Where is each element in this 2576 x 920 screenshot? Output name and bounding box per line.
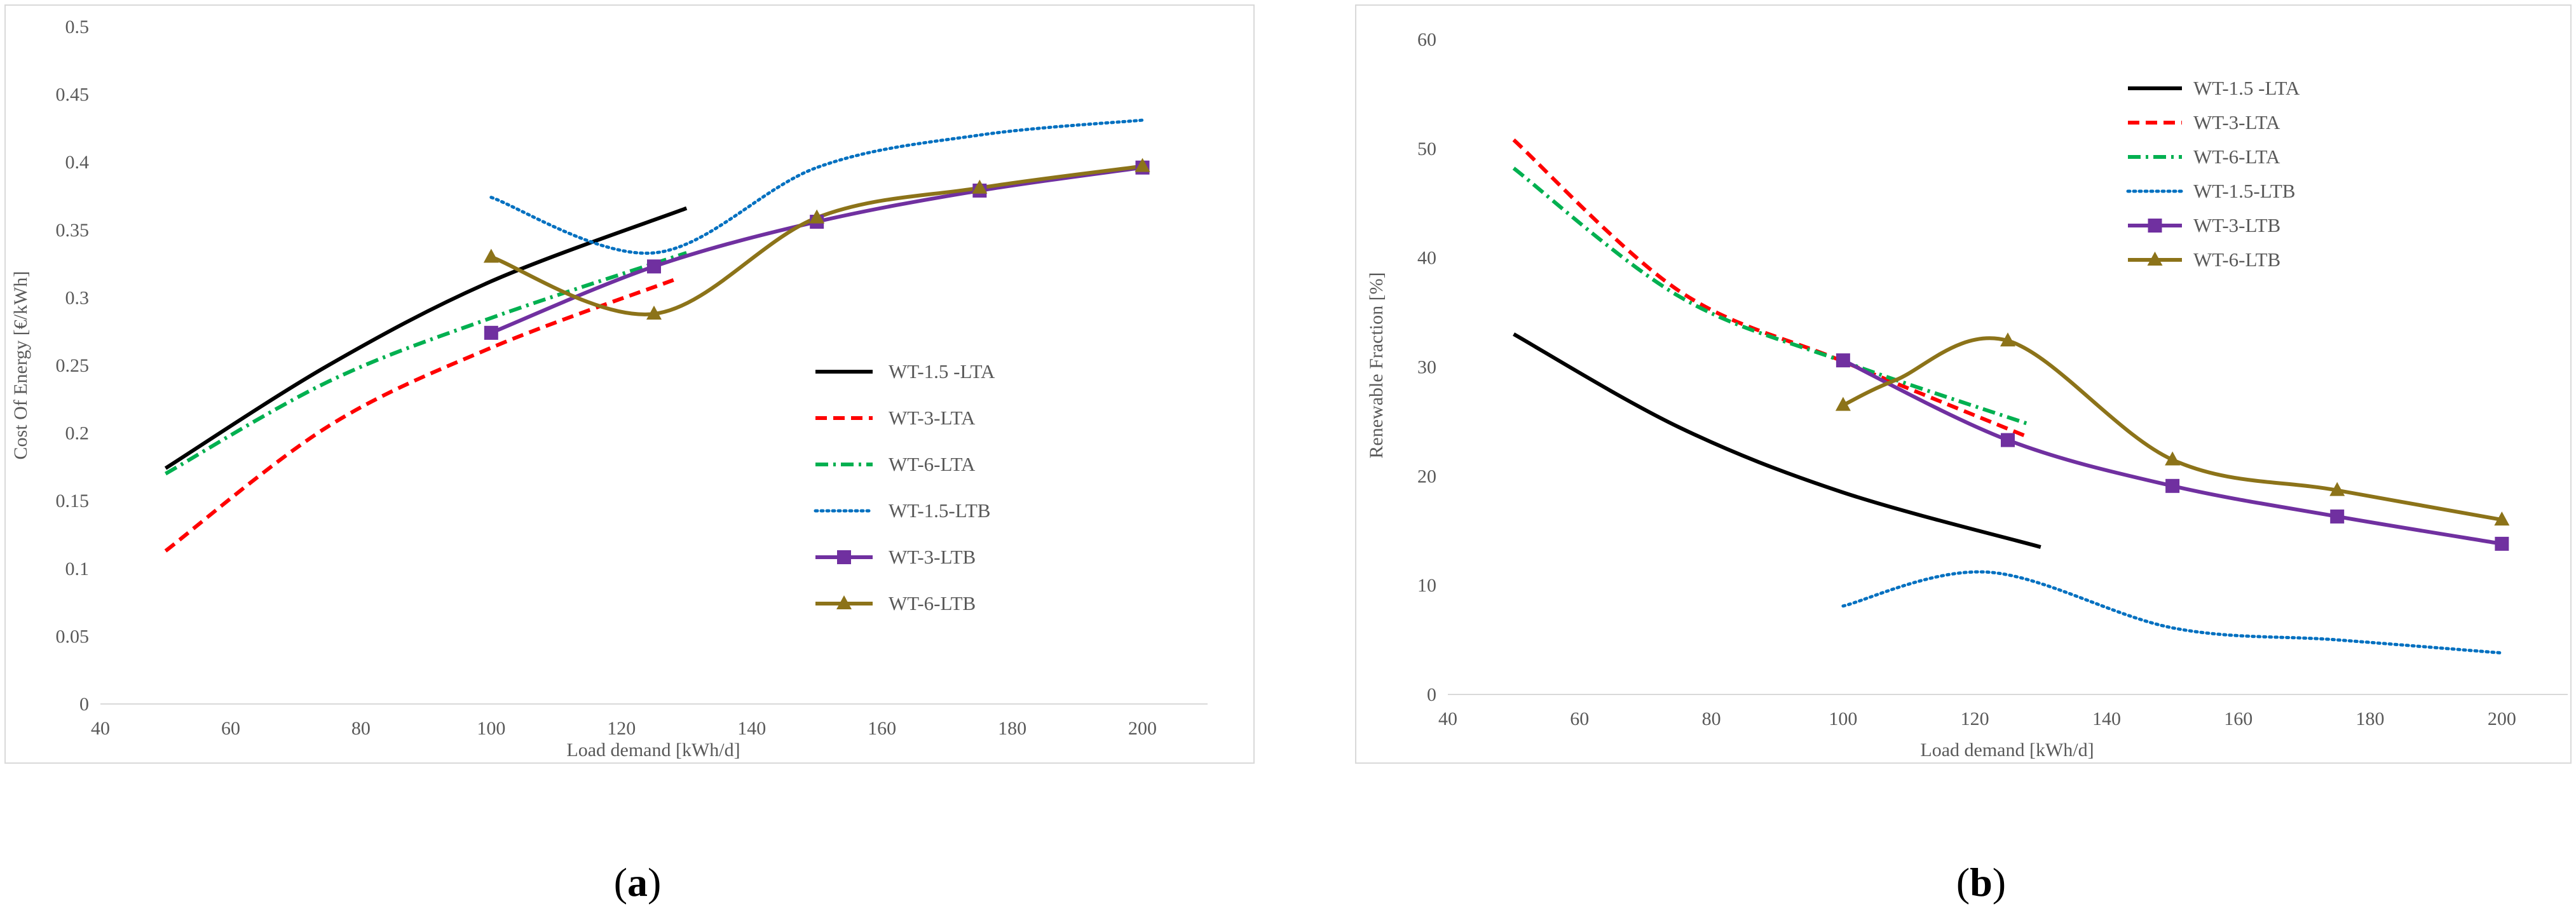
series-line-wt-6-lta — [165, 251, 688, 476]
y-tick-label: 0 — [1427, 684, 1436, 705]
data-point-triangle — [972, 179, 988, 194]
legend-marker — [837, 550, 851, 564]
y-tick-label: 0.35 — [56, 220, 90, 241]
y-tick-label: 0.5 — [65, 17, 90, 37]
legend-label: WT-6-LTB — [2193, 248, 2280, 271]
legend-marker — [2147, 252, 2163, 266]
legend-label: WT-3-LTB — [889, 546, 976, 568]
y-tick-label: 0.05 — [56, 626, 90, 647]
y-tick-label: 0.1 — [65, 558, 90, 579]
y-tick-label: 0.2 — [65, 423, 90, 444]
legend-label: WT-6-LTB — [889, 592, 976, 614]
data-point-square — [647, 259, 661, 274]
legend-label: WT-3-LTA — [2193, 111, 2280, 133]
x-tick-label: 40 — [1438, 708, 1457, 729]
data-point-triangle — [2494, 511, 2510, 526]
data-point-triangle — [1835, 396, 1851, 411]
data-point-triangle — [2165, 451, 2181, 466]
x-tick-label: 60 — [1570, 708, 1589, 729]
legend-label: WT-1.5-LTB — [2193, 180, 2295, 202]
y-axis-title: Cost Of Energy [€/kWh] — [10, 271, 31, 460]
x-tick-label: 140 — [2092, 708, 2121, 729]
chart-frame — [4, 4, 1255, 764]
legend-label: WT-1.5 -LTA — [2193, 77, 2300, 99]
y-tick-label: 30 — [1417, 357, 1436, 378]
legend: WT-1.5 -LTA WT-3-LTA WT-6-LTA WT-1.5-LTB WT-… — [2126, 77, 2300, 271]
legend-label: WT-1.5-LTB — [889, 499, 990, 522]
legend-marker — [2148, 219, 2162, 233]
legend-label: WT-3-LTB — [2193, 214, 2280, 236]
legend-label: WT-1.5 -LTA — [889, 360, 995, 382]
legend-label: WT-3-LTA — [889, 407, 976, 429]
x-tick-label: 60 — [221, 718, 240, 739]
y-tick-label: 0.3 — [65, 287, 90, 308]
series-line-wt-6-ltb — [1842, 336, 2502, 522]
data-point-triangle — [2000, 332, 2015, 347]
y-tick-label: 0.25 — [56, 355, 90, 376]
y-tick-label: 0.15 — [56, 490, 90, 511]
data-point-triangle — [483, 248, 499, 263]
x-tick-label: 40 — [91, 718, 110, 739]
x-axis-title: Load demand [kWh/d] — [566, 740, 740, 761]
y-tick-label: 0.45 — [56, 85, 90, 105]
series-line-wt-1-5-ltb — [489, 118, 1144, 255]
y-tick-label: 10 — [1417, 575, 1436, 596]
x-tick-label: 200 — [2488, 708, 2516, 729]
x-tick-label: 80 — [351, 718, 371, 739]
series-line-wt-3-lta — [1512, 138, 2029, 439]
legend-label: WT-6-LTA — [889, 453, 976, 475]
legend: WT-1.5 -LTA WT-3-LTA WT-6-LTA WT-1.5-LTB WT-… — [814, 360, 995, 614]
x-tick-label: 80 — [1702, 708, 1721, 729]
chart-frame — [1355, 4, 2572, 764]
data-point-triangle — [646, 305, 662, 320]
data-point-square — [1836, 353, 1850, 368]
data-point-triangle — [809, 209, 825, 224]
series-line-wt-3-ltb — [490, 165, 1143, 335]
x-tick-label: 140 — [737, 718, 766, 739]
y-tick-label: 40 — [1417, 248, 1436, 269]
x-tick-label: 120 — [1961, 708, 1989, 729]
data-point-square — [2165, 478, 2180, 493]
panel-label: (a) — [614, 860, 662, 905]
data-point-triangle — [1135, 158, 1150, 172]
y-axis-title: Renewable Fraction [%] — [1366, 272, 1387, 458]
series-line-wt-1-5-ltb — [1841, 570, 2504, 655]
data-point-square — [2001, 433, 2015, 447]
x-tick-label: 160 — [2224, 708, 2252, 729]
series-line-wt-1-5-lta — [1513, 332, 2041, 549]
series-line-wt-1-5-lta — [164, 206, 688, 470]
y-tick-label: 50 — [1417, 139, 1436, 159]
x-tick-label: 200 — [1128, 718, 1157, 739]
series-line-wt-3-lta — [164, 278, 674, 553]
data-point-square — [484, 325, 498, 340]
x-tick-label: 180 — [2356, 708, 2385, 729]
chart-panel-1: 0 0.05 0.1 0.15 0.2 0.25 0.3 0.35 0.4 0.45 0.5 40 60… — [4, 4, 1255, 905]
chart-panel-2: 0 10 20 30 40 50 60 40 60 80 100 120 140 160 180 200 Loa… — [1355, 4, 2572, 905]
y-tick-label: 0 — [79, 694, 89, 715]
x-tick-label: 160 — [868, 718, 896, 739]
data-point-square — [2330, 509, 2345, 524]
x-tick-label: 180 — [998, 718, 1026, 739]
y-tick-label: 20 — [1417, 466, 1436, 487]
panel-label: (b) — [1956, 860, 2006, 905]
data-point-square — [2495, 536, 2509, 551]
data-point-triangle — [2329, 482, 2345, 496]
x-tick-label: 100 — [477, 718, 505, 739]
x-axis-title: Load demand [kWh/d] — [1920, 740, 2094, 761]
legend-marker — [836, 595, 852, 609]
x-tick-label: 120 — [607, 718, 636, 739]
legend-label: WT-6-LTA — [2193, 145, 2280, 168]
x-tick-label: 100 — [1829, 708, 1857, 729]
y-tick-label: 60 — [1417, 29, 1436, 50]
y-tick-label: 0.4 — [65, 152, 90, 173]
series-line-wt-6-lta — [1512, 166, 2029, 426]
